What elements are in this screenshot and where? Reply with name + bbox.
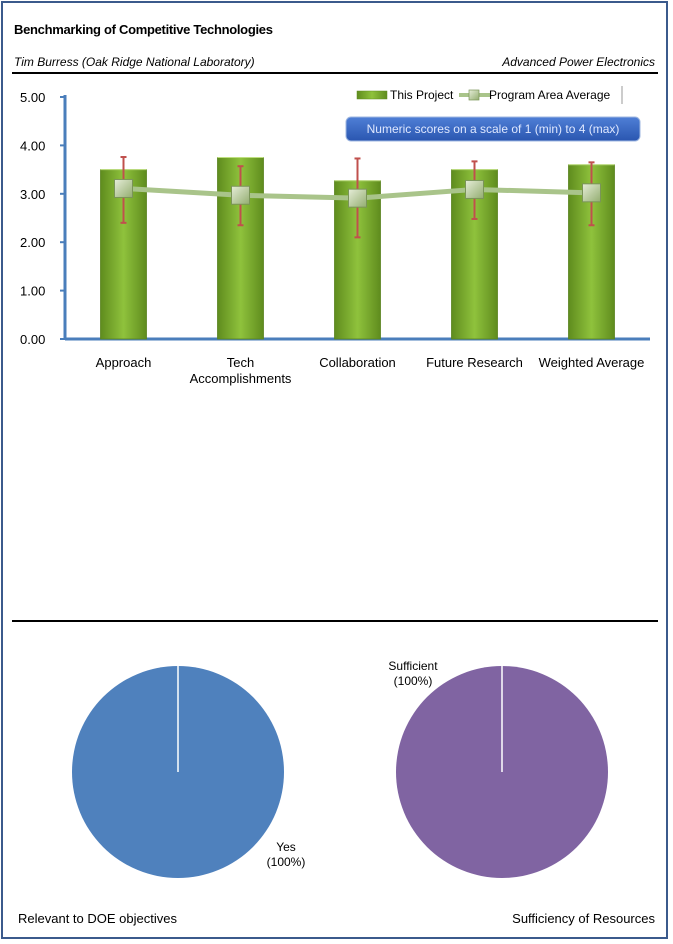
page-title: Benchmarking of Competitive Technologies [14,22,273,37]
author-line: Tim Burress (Oak Ridge National Laborato… [14,55,255,69]
scale-annotation: Numeric scores on a scale of 1 (min) to … [345,116,641,142]
annotation-text: Numeric scores on a scale of 1 (min) to … [367,122,620,136]
y-tick-label: 0.00 [20,332,45,347]
section-rule [12,620,658,622]
legend-swatch-marker [468,89,480,101]
y-tick-label: 5.00 [20,90,45,105]
program-average-marker [348,188,367,208]
header-rule [12,72,658,74]
program-area: Advanced Power Electronics [502,55,655,69]
program-average-marker [231,185,250,205]
pie-value-yes: (100%) [267,855,306,869]
pie-label-sufficient: Sufficient [388,659,438,673]
pie-value-sufficient: (100%) [394,674,433,688]
y-tick-label: 3.00 [20,187,45,202]
x-tick-label: Collaboration [319,355,396,370]
legend-label-this-project: This Project [390,88,454,102]
y-tick-label: 4.00 [20,138,45,153]
x-tick-label: Tech [227,355,254,370]
bar-chart: 0.00 1.00 2.00 3.00 4.00 5.00 Approach TechAcc… [20,86,650,386]
x-tick-label: Accomplishments [190,371,292,386]
legend-label-program-area-average: Program Area Average [489,88,611,102]
pie-title-relevance: Relevant to DOE objectives [18,911,177,926]
pie-title-sufficiency: Sufficiency of Resources [512,911,655,926]
pie-label-yes: Yes [276,840,296,854]
x-tick-label: Approach [96,355,152,370]
y-tick-label: 1.00 [20,284,45,299]
x-tick-label: Weighted Average [539,355,645,370]
x-tick-label: Future Research [426,355,523,370]
legend-swatch-bar [356,90,388,100]
y-tick-label: 2.00 [20,235,45,250]
program-average-marker [114,178,133,198]
program-average-marker [465,179,484,199]
program-average-marker [582,183,601,203]
